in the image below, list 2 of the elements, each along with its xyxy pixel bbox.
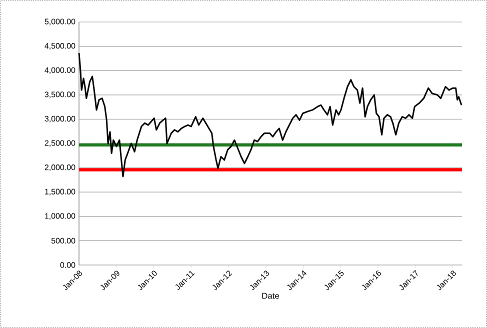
line-series <box>78 52 462 178</box>
x-axis-title: Date <box>262 292 280 299</box>
